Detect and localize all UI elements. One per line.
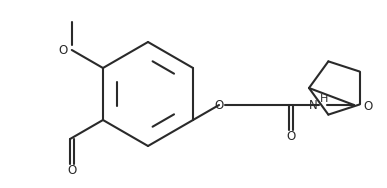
Text: O: O (67, 164, 77, 177)
Text: N: N (309, 99, 318, 112)
Text: O: O (58, 43, 68, 57)
Text: H: H (320, 94, 329, 104)
Text: O: O (363, 100, 372, 113)
Text: O: O (214, 99, 224, 111)
Text: O: O (286, 130, 296, 143)
